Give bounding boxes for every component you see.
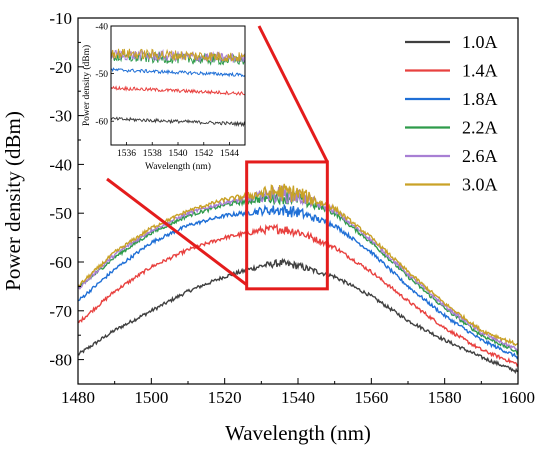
- y-tick-label: -30: [49, 107, 72, 126]
- x-axis-title: Wavelength (nm): [225, 421, 371, 445]
- inset-series-line-2.6A: [110, 48, 246, 64]
- inset-x-tick-label: 1540: [169, 149, 188, 159]
- legend-label-2.6A: 2.6A: [462, 146, 498, 166]
- y-tick-label: -20: [49, 58, 72, 77]
- inset-series-line-1.0A: [110, 116, 246, 128]
- inset-series-line-3.0A: [110, 48, 246, 62]
- inset-x-tick-label: 1542: [194, 149, 213, 159]
- series-line-1.0A: [77, 257, 519, 375]
- inset-x-axis-title: Wavelength (nm): [145, 161, 211, 172]
- legend-label-1.4A: 1.4A: [462, 61, 498, 81]
- inset-series-line-1.4A: [110, 85, 246, 96]
- main-series-layer: [77, 183, 519, 375]
- zoom-annotation-layer: [106, 25, 329, 291]
- main-axes: 1480 1500 1520 1540 1560 1580 1600 -80 -70 -60 -50…: [1, 9, 535, 445]
- series-line-1.4A: [77, 223, 519, 368]
- inset-x-tick-label: 1544: [220, 149, 239, 159]
- inset-y-tick-label: -50: [95, 70, 108, 80]
- series-line-3.0A: [77, 183, 519, 347]
- legend: 1.0A 1.4A 1.8A 2.2A 2.6A 3.0A: [405, 32, 498, 195]
- y-tick-label: -10: [49, 9, 72, 28]
- y-tick-label: -70: [49, 302, 72, 321]
- legend-label-1.0A: 1.0A: [462, 32, 498, 52]
- series-line-1.8A: [77, 203, 519, 360]
- inset-background: [111, 26, 245, 145]
- x-tick-label: 1480: [61, 388, 95, 407]
- inset-series-line-1.8A: [110, 67, 246, 78]
- legend-label-3.0A: 3.0A: [462, 175, 498, 195]
- legend-label-2.2A: 2.2A: [462, 118, 498, 138]
- x-tick-label: 1560: [354, 388, 388, 407]
- inset-y-axis-title: Power density (dBm): [81, 45, 92, 126]
- inset-chart: -40 -50 -60 1536 1538 1540 1542 1544 Wavelength …: [81, 22, 246, 172]
- y-axis-title: Power density (dBm): [1, 111, 25, 291]
- zoom-box: [245, 160, 329, 291]
- x-tick-label: 1500: [134, 388, 168, 407]
- x-tick-label: 1520: [208, 388, 242, 407]
- x-tick-label: 1600: [501, 388, 535, 407]
- inset-x-tick-label: 1536: [117, 149, 136, 159]
- y-tick-label: -60: [49, 253, 72, 272]
- inset-x-tick-label: 1538: [143, 149, 162, 159]
- inset-y-tick-label: -40: [95, 22, 108, 32]
- zoom-connector-line-right: [257, 25, 329, 163]
- y-tick-label: -50: [49, 204, 72, 223]
- y-tick-label: -40: [49, 155, 72, 174]
- legend-label-1.8A: 1.8A: [462, 89, 498, 109]
- x-tick-label: 1580: [428, 388, 462, 407]
- inset-y-tick-label: -60: [95, 118, 108, 128]
- x-tick-label: 1540: [281, 388, 315, 407]
- zoom-connector-line-left: [106, 177, 248, 287]
- y-tick-label: -80: [49, 351, 72, 370]
